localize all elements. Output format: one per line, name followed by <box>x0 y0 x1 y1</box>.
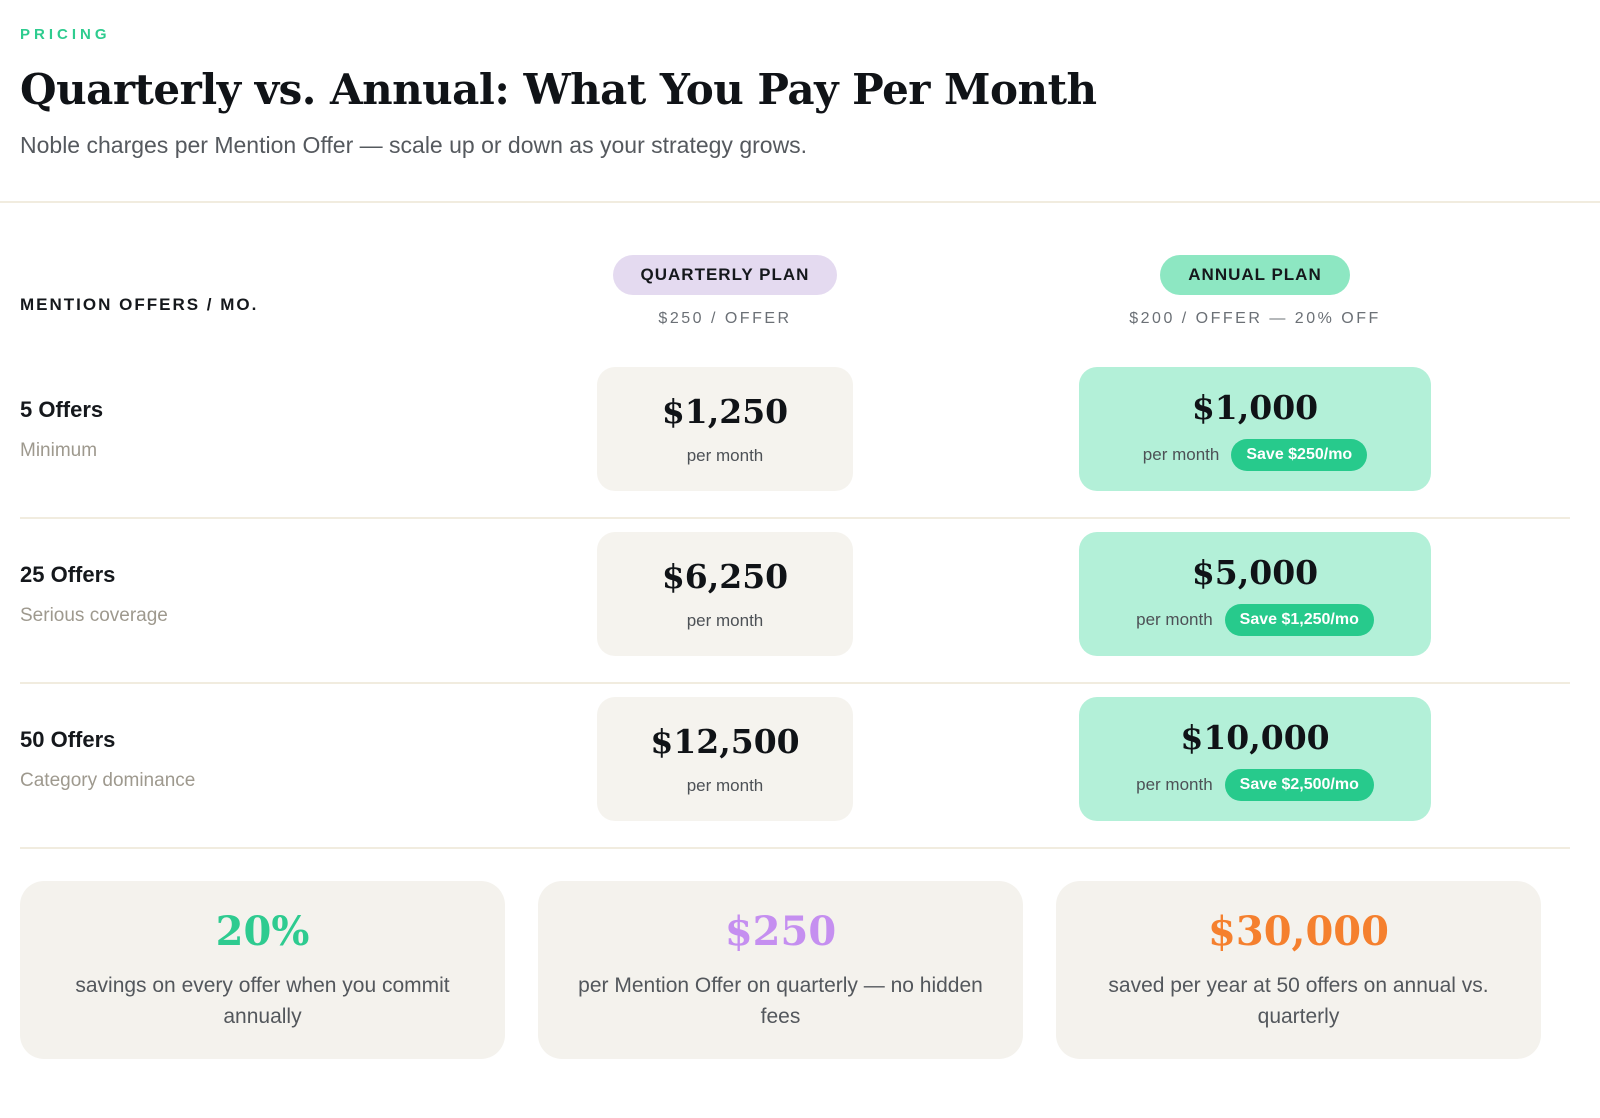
table-row-5-offers: 5 Offers Minimum $1,250 per month $1,000… <box>20 354 1570 519</box>
save-badge: Save $1,250/mo <box>1224 603 1374 636</box>
annual-price-card: $10,000 per month Save $2,500/mo <box>1079 697 1431 821</box>
axis-label: MENTION OFFERS / MO. <box>20 295 259 314</box>
pricing-table: MENTION OFFERS / MO. QUARTERLY PLAN $250… <box>20 203 1570 849</box>
quarterly-price-card: $12,500 per month <box>597 697 853 821</box>
table-row-50-offers: 50 Offers Category dominance $12,500 per… <box>20 684 1570 849</box>
offers-descriptor: Minimum <box>20 439 98 461</box>
annual-column-header: ANNUAL PLAN $200 / OFFER — 20% OFF <box>940 255 1570 328</box>
table-header-row: MENTION OFFERS / MO. QUARTERLY PLAN $250… <box>20 203 1570 354</box>
save-badge: Save $250/mo <box>1231 438 1368 471</box>
quarterly-column-header: QUARTERLY PLAN $250 / OFFER <box>510 255 940 328</box>
price-value: $1,250 <box>661 392 789 431</box>
stats-section: 20% savings on every offer when you comm… <box>20 881 1541 1059</box>
price-value: $12,500 <box>650 722 800 761</box>
pricing-eyebrow: PRICING <box>20 26 111 43</box>
row-label: 5 Offers Minimum <box>20 397 510 462</box>
offers-descriptor: Category dominance <box>20 769 196 791</box>
stat-description: saved per year at 50 offers on annual vs… <box>1108 974 1489 1028</box>
stat-card-annual-savings-percent: 20% savings on every offer when you comm… <box>20 881 505 1059</box>
annual-cell: $1,000 per month Save $250/mo <box>940 367 1570 491</box>
price-period: per month <box>686 446 764 465</box>
price-period: per month <box>686 776 764 795</box>
quarterly-price-card: $6,250 per month <box>597 532 853 656</box>
offers-descriptor: Serious coverage <box>20 604 168 626</box>
annual-card-bottom: per month Save $1,250/mo <box>1136 603 1374 636</box>
price-period: per month <box>1136 774 1213 794</box>
quarterly-price-card: $1,250 per month <box>597 367 853 491</box>
annual-plan-badge: ANNUAL PLAN <box>1160 255 1350 295</box>
stat-description: per Mention Offer on quarterly — no hidd… <box>578 974 983 1028</box>
price-period: per month <box>686 611 764 630</box>
quarterly-cell: $6,250 per month <box>510 532 940 656</box>
price-value: $6,250 <box>661 557 789 596</box>
header-divider <box>0 201 1600 203</box>
stat-card-yearly-savings: $30,000 saved per year at 50 offers on a… <box>1056 881 1541 1059</box>
stat-value: 20% <box>215 908 310 956</box>
page-title: Quarterly vs. Annual: What You Pay Per M… <box>20 65 1097 114</box>
annual-price-card: $1,000 per month Save $250/mo <box>1079 367 1431 491</box>
quarterly-rate: $250 / OFFER <box>658 310 792 327</box>
row-label: 50 Offers Category dominance <box>20 727 510 792</box>
save-badge: Save $2,500/mo <box>1224 768 1374 801</box>
quarterly-cell: $12,500 per month <box>510 697 940 821</box>
row-label: 25 Offers Serious coverage <box>20 562 510 627</box>
page-header: PRICING Quarterly vs. Annual: What You P… <box>0 0 1600 201</box>
offers-label: 5 Offers <box>20 396 104 422</box>
annual-rate: $200 / OFFER — 20% OFF <box>1129 310 1381 327</box>
price-value: $5,000 <box>1191 552 1319 592</box>
quarterly-plan-badge: QUARTERLY PLAN <box>612 255 838 295</box>
table-row-25-offers: 25 Offers Serious coverage $6,250 per mo… <box>20 519 1570 684</box>
quarterly-cell: $1,250 per month <box>510 367 940 491</box>
stat-card-quarterly-offer-price: $250 per Mention Offer on quarterly — no… <box>538 881 1023 1059</box>
offers-label: 50 Offers <box>20 726 116 752</box>
price-value: $1,000 <box>1191 387 1319 427</box>
stat-value: $250 <box>724 908 837 956</box>
price-value: $10,000 <box>1180 717 1330 757</box>
annual-card-bottom: per month Save $2,500/mo <box>1136 768 1374 801</box>
page-subtitle: Noble charges per Mention Offer — scale … <box>20 132 808 158</box>
price-period: per month <box>1136 609 1213 629</box>
offers-label: 25 Offers <box>20 561 116 587</box>
stat-value: $30,000 <box>1208 908 1389 956</box>
price-period: per month <box>1142 444 1220 464</box>
annual-price-card: $5,000 per month Save $1,250/mo <box>1079 532 1431 656</box>
annual-cell: $10,000 per month Save $2,500/mo <box>940 697 1570 821</box>
annual-cell: $5,000 per month Save $1,250/mo <box>940 532 1570 656</box>
stat-description: savings on every offer when you commit a… <box>75 974 450 1028</box>
annual-card-bottom: per month Save $250/mo <box>1142 438 1368 471</box>
